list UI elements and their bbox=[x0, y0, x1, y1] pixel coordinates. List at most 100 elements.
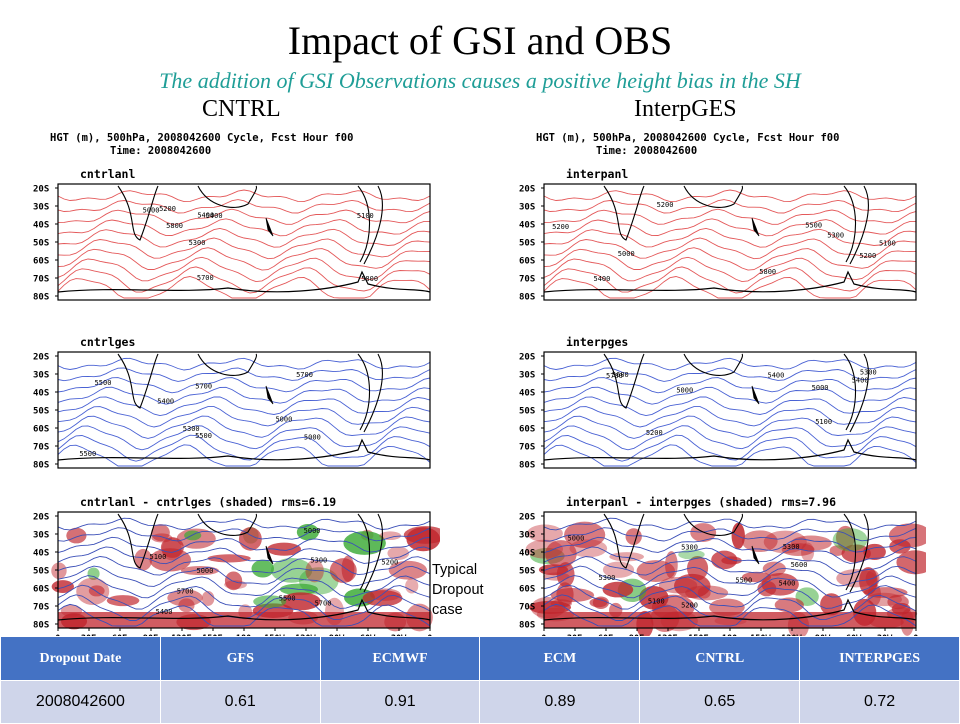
positive-shade bbox=[763, 530, 807, 554]
height-contour bbox=[57, 357, 431, 371]
lat-label: 50S bbox=[33, 407, 49, 417]
lat-label: 80S bbox=[33, 621, 49, 631]
contour-label: 5100 bbox=[648, 597, 665, 605]
height-contour bbox=[543, 584, 917, 610]
positive-shade bbox=[544, 612, 916, 628]
positive-shade bbox=[820, 593, 843, 616]
south-america-coastline bbox=[357, 185, 383, 265]
height-contour bbox=[543, 218, 916, 237]
cntrl-header-line1: HGT (m), 500hPa, 2008042600 Cycle, Fcst … bbox=[50, 132, 354, 144]
contour-label: 5000 bbox=[197, 567, 214, 575]
height-contour bbox=[57, 603, 431, 627]
lat-label: 30S bbox=[33, 371, 49, 381]
height-contour bbox=[57, 367, 431, 382]
contour-label: 5000 bbox=[618, 250, 635, 258]
height-contour bbox=[57, 189, 431, 203]
south-america-coastline bbox=[843, 513, 869, 593]
lat-label: 50S bbox=[519, 407, 535, 417]
contour-label: 5100 bbox=[815, 418, 832, 426]
table-cell: 0.61 bbox=[159, 680, 321, 724]
height-contour bbox=[543, 546, 917, 565]
positive-shade bbox=[178, 598, 195, 613]
contour-label: 5700 bbox=[296, 371, 313, 379]
height-contour bbox=[57, 256, 431, 283]
map-panel: interpanl5200510054005500520050005300580… bbox=[519, 167, 917, 303]
height-contour bbox=[57, 434, 431, 462]
note-line: case bbox=[432, 602, 463, 618]
positive-shade bbox=[888, 523, 926, 548]
height-contour bbox=[57, 565, 431, 587]
positive-shade bbox=[589, 597, 608, 608]
positive-shade bbox=[625, 528, 642, 545]
contour-label: 5300 bbox=[183, 425, 200, 433]
table-header-cell: Dropout Date bbox=[0, 636, 161, 681]
positive-shade bbox=[387, 546, 410, 560]
positive-shade bbox=[362, 590, 403, 607]
contour-label: 5500 bbox=[79, 450, 96, 458]
height-contour bbox=[543, 256, 917, 283]
positive-shade bbox=[665, 551, 678, 579]
new-zealand bbox=[751, 217, 760, 237]
australia-coastline bbox=[683, 353, 744, 376]
positive-shade bbox=[379, 531, 402, 541]
cntrl-column-label: CNTRL bbox=[202, 96, 281, 122]
positive-shade bbox=[602, 581, 634, 598]
contour-label: 5700 bbox=[197, 274, 214, 282]
positive-shade bbox=[406, 527, 440, 552]
map-panel: cntrlges53005500550050005400550057005700… bbox=[33, 335, 431, 471]
lat-label: 30S bbox=[519, 371, 535, 381]
lat-label: 60S bbox=[33, 257, 49, 267]
contour-label: 5200 bbox=[159, 205, 176, 213]
lat-label: 60S bbox=[519, 425, 535, 435]
south-america-coastline bbox=[843, 185, 869, 265]
lat-label: 70S bbox=[33, 443, 49, 453]
australia-coastline bbox=[683, 513, 744, 536]
table-cell: 0.89 bbox=[479, 680, 641, 724]
note-line: Dropout bbox=[432, 582, 484, 598]
height-contour bbox=[57, 444, 431, 467]
panel-title: cntrlanl - cntrlges (shaded) rms=6.19 bbox=[80, 495, 336, 509]
positive-shade bbox=[896, 550, 926, 575]
positive-shade bbox=[151, 533, 173, 543]
contour-label: 5200 bbox=[646, 429, 663, 437]
height-contour bbox=[57, 425, 431, 451]
new-zealand bbox=[265, 545, 274, 565]
slide-subtitle: The addition of GSI Observations causes … bbox=[159, 68, 801, 93]
height-contour bbox=[543, 434, 917, 462]
contour-label: 5800 bbox=[361, 275, 378, 283]
contour-label: 5600 bbox=[612, 371, 629, 379]
contour-label: 5500 bbox=[805, 221, 822, 229]
lat-label: 60S bbox=[519, 585, 535, 595]
height-contour bbox=[57, 247, 431, 271]
lat-label: 80S bbox=[519, 461, 535, 471]
positive-shade bbox=[405, 578, 419, 594]
contour-label: 5300 bbox=[827, 232, 844, 240]
contour-label: 5100 bbox=[879, 240, 896, 248]
contour-label: 5000 bbox=[304, 527, 321, 535]
positive-shade bbox=[305, 559, 324, 583]
positive-shade bbox=[180, 566, 219, 576]
contour-label: 5500 bbox=[195, 432, 212, 440]
positive-shade bbox=[207, 554, 251, 563]
contour-label: 5200 bbox=[657, 201, 674, 209]
height-contour bbox=[543, 415, 917, 439]
contour-label: 5700 bbox=[606, 372, 623, 380]
antarctica-coastline bbox=[57, 438, 431, 461]
height-contour bbox=[543, 189, 917, 203]
height-contour bbox=[543, 386, 917, 405]
australia-coastline bbox=[197, 185, 258, 208]
height-contour bbox=[57, 266, 431, 294]
lat-label: 60S bbox=[33, 585, 49, 595]
height-contour bbox=[543, 517, 917, 531]
contour-label: 5400 bbox=[206, 212, 223, 220]
contour-label: 5300 bbox=[310, 557, 327, 565]
panel-title: interpges bbox=[566, 335, 628, 349]
height-contour bbox=[57, 386, 431, 405]
height-contour bbox=[543, 536, 917, 554]
table-cell: 0.91 bbox=[319, 680, 481, 724]
contour-label: 5300 bbox=[599, 574, 616, 582]
map-panel: cntrlanl 5800 5700 5300 5000 5400 5200 5800 5100… bbox=[33, 167, 431, 303]
lat-label: 80S bbox=[519, 621, 535, 631]
lat-label: 40S bbox=[33, 221, 49, 231]
lat-label: 80S bbox=[519, 293, 535, 303]
